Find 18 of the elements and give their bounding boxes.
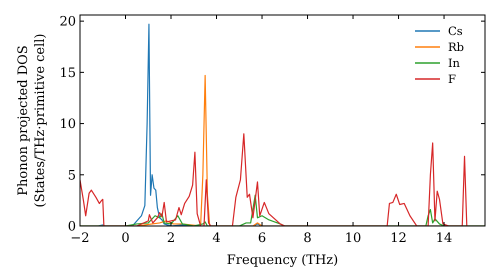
x-tick-label: 10 <box>344 231 362 246</box>
legend-label: F <box>448 72 456 86</box>
x-tick-label: 14 <box>436 231 452 246</box>
y-axis-title: Phonon projected DOS (States/THz·primitive cell) <box>16 33 48 208</box>
y-tick-label: 20 <box>59 14 76 30</box>
x-tick-label: 2 <box>166 231 176 246</box>
x-tick-label: 12 <box>390 231 407 246</box>
legend-label: In <box>448 56 461 70</box>
y-tick-label: 15 <box>59 66 76 81</box>
legend-label: Cs <box>448 24 463 38</box>
x-tick-label: 4 <box>212 231 221 246</box>
x-tick-label: 0 <box>121 231 130 246</box>
x-axis-title: Frequency (THz) <box>226 253 338 268</box>
y-tick-label: 5 <box>68 168 76 184</box>
y-tick-label: 10 <box>59 117 76 132</box>
x-tick-label: 8 <box>303 231 312 246</box>
x-tick-label: 6 <box>258 231 266 246</box>
legend-label: Rb <box>448 40 464 54</box>
